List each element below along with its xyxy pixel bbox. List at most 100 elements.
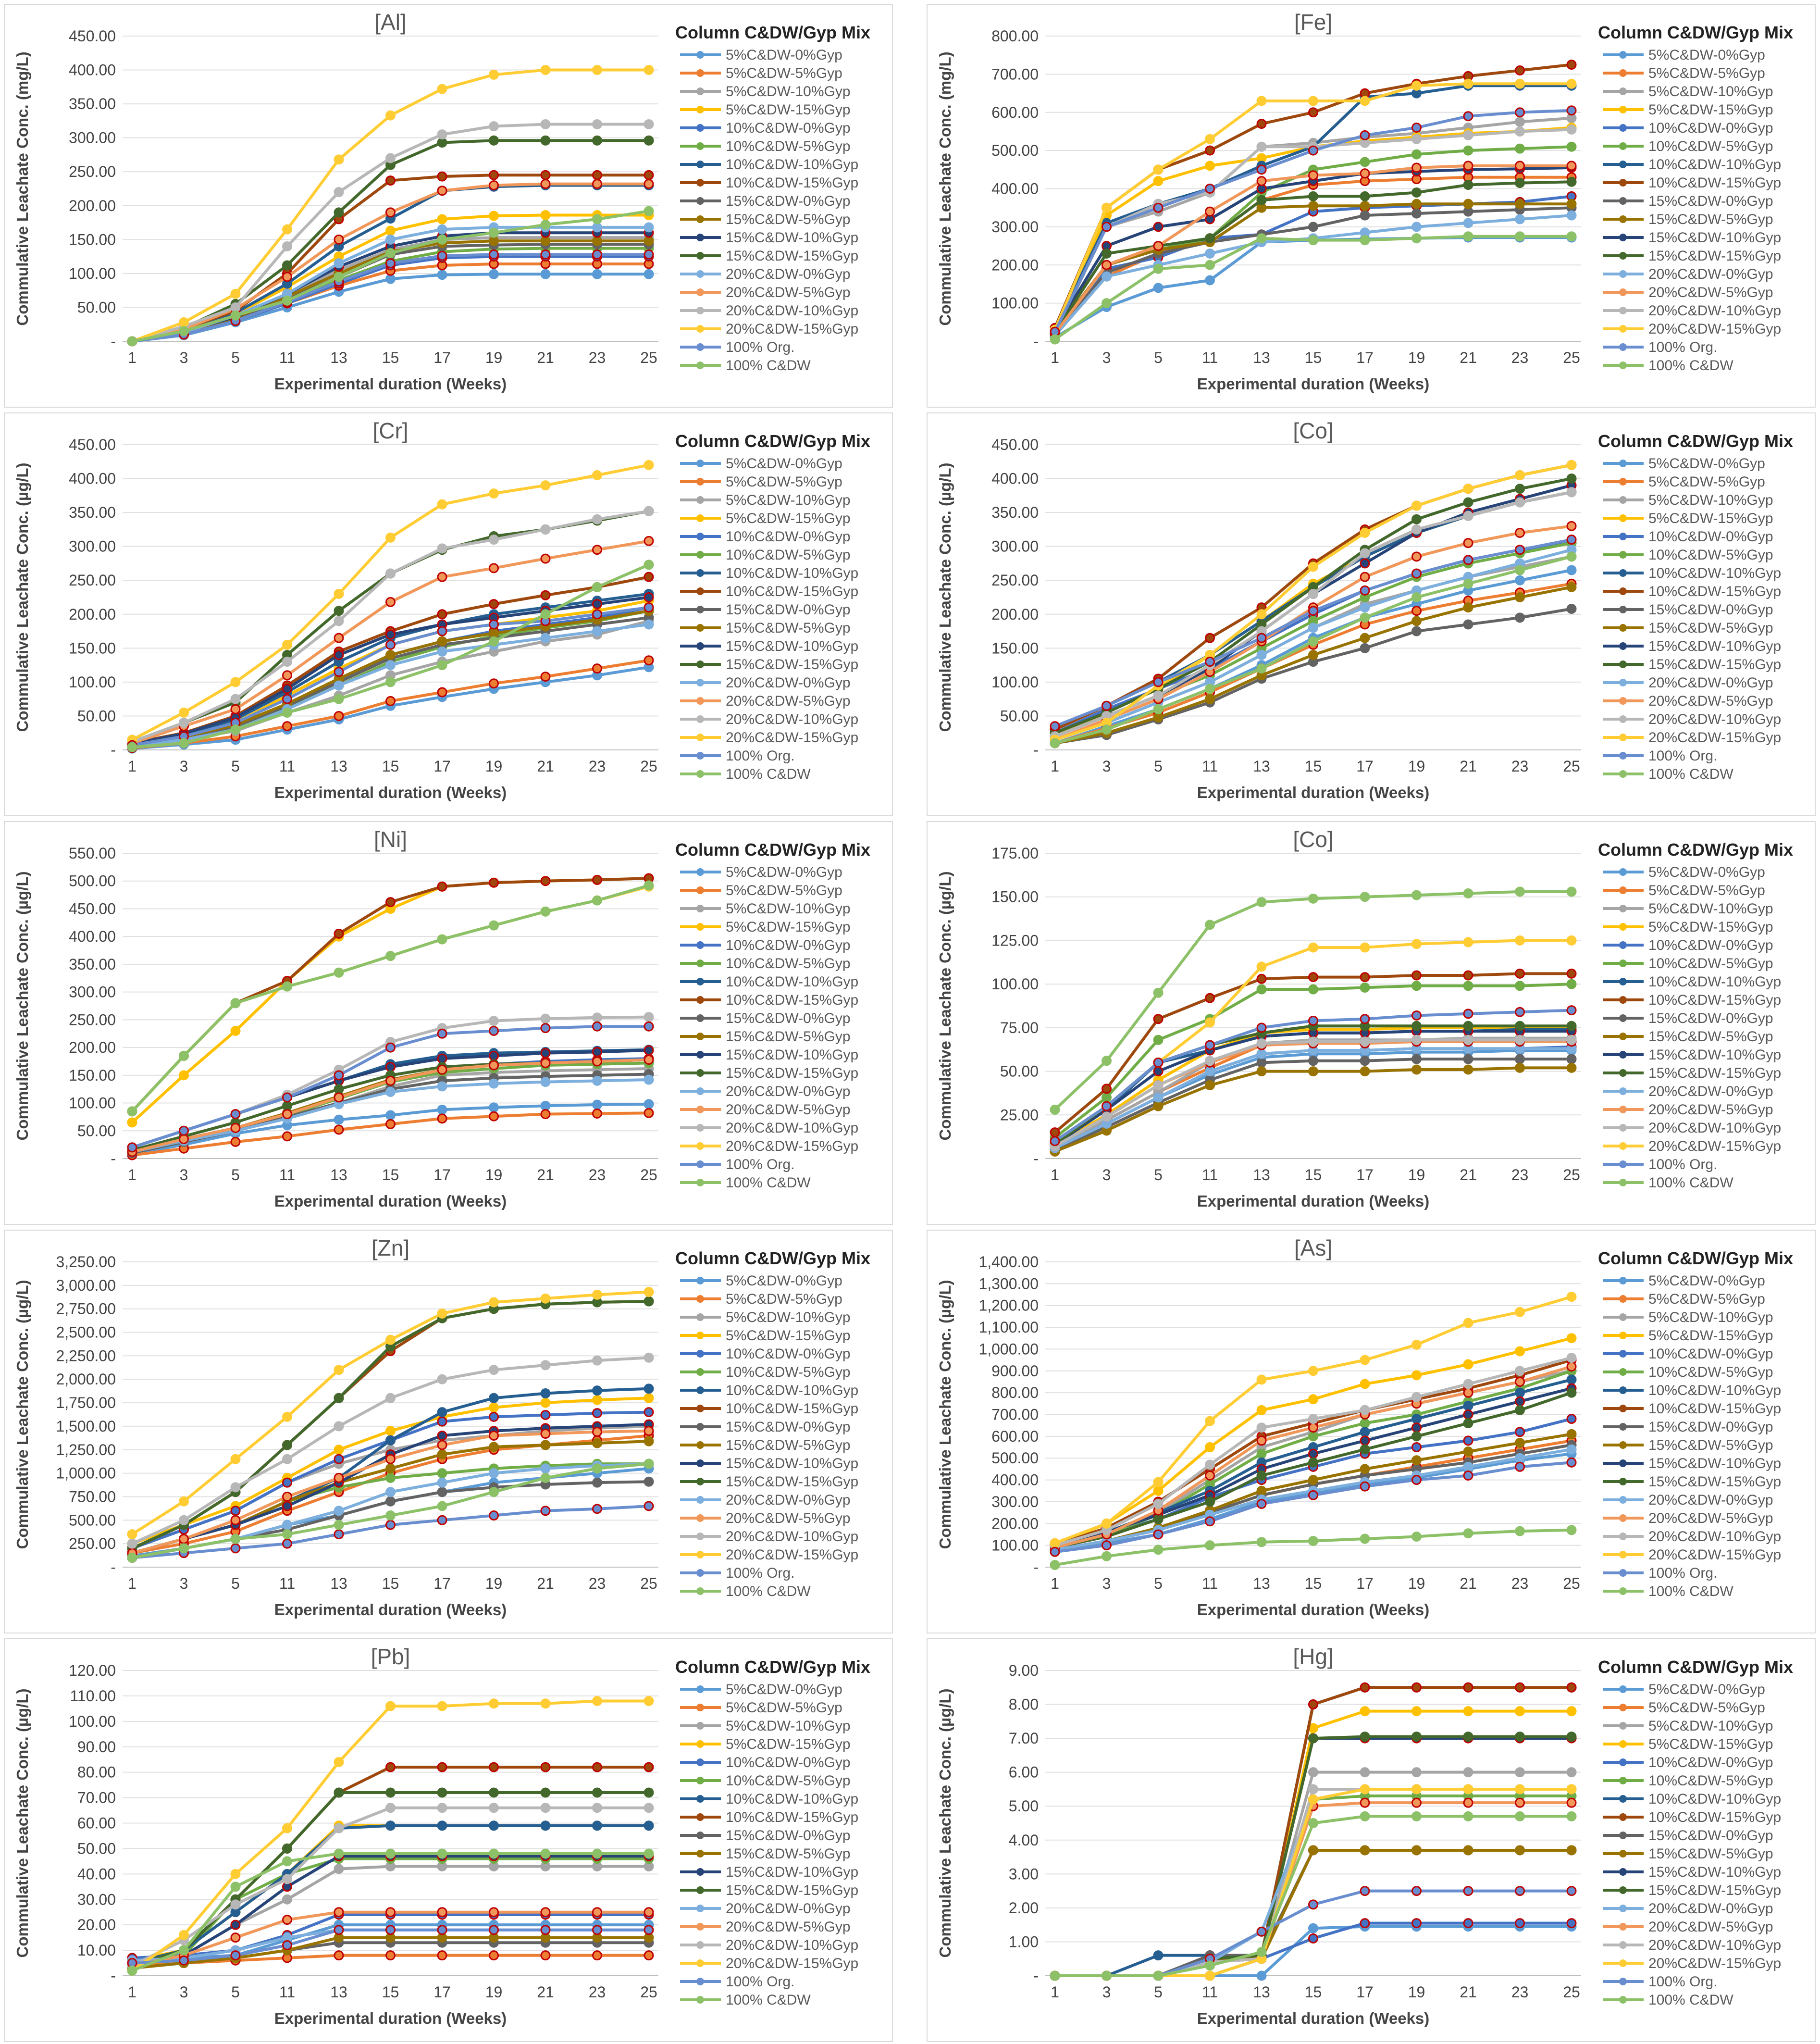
data-point — [334, 1092, 344, 1103]
x-tick-label: 25 — [640, 758, 657, 775]
data-point — [334, 1114, 344, 1125]
data-point — [644, 222, 654, 233]
legend-marker — [696, 1087, 704, 1095]
data-point — [1463, 1064, 1473, 1075]
x-tick-label: 17 — [433, 1575, 451, 1592]
data-point — [1308, 1784, 1318, 1795]
x-tick-label: 5 — [1154, 1575, 1163, 1592]
y-axis-label: Commulative Leachate Conc. (µg/L) — [13, 872, 31, 1141]
data-point — [230, 1482, 241, 1493]
data-point — [127, 1538, 137, 1549]
data-point — [230, 1950, 241, 1961]
y-tick-label: 7.00 — [1009, 1730, 1039, 1747]
x-tick-label: 3 — [1102, 349, 1111, 366]
legend-entry: 20%C&DW-0%Gyp — [726, 1084, 851, 1099]
y-tick-label: 150.00 — [69, 639, 116, 657]
data-point — [385, 274, 396, 284]
legend-marker — [696, 1160, 704, 1168]
data-point — [437, 626, 447, 636]
legend-entry: 15%C&DW-0%Gyp — [1648, 1828, 1773, 1844]
data-point — [1411, 233, 1422, 244]
data-point — [489, 227, 499, 238]
data-point — [1411, 80, 1422, 91]
data-point — [1411, 1010, 1422, 1021]
legend-entry: 20%C&DW-0%Gyp — [1648, 1084, 1773, 1099]
legend-entry: 20%C&DW-5%Gyp — [1648, 1919, 1773, 1935]
legend-marker — [1619, 307, 1627, 314]
data-point — [489, 170, 499, 180]
legend-marker — [1619, 752, 1627, 760]
legend-marker — [696, 1459, 704, 1467]
data-point — [644, 1383, 654, 1394]
data-point — [540, 210, 551, 221]
data-point — [1566, 521, 1577, 531]
data-point — [334, 1506, 344, 1516]
data-point — [1411, 514, 1422, 524]
legend-marker — [1619, 1514, 1627, 1522]
data-point — [1463, 1054, 1473, 1064]
data-point — [1515, 565, 1525, 575]
legend-entry: 15%C&DW-10%Gyp — [726, 1456, 858, 1471]
data-point — [489, 1848, 499, 1859]
data-point — [489, 1078, 499, 1089]
data-point — [1205, 1017, 1215, 1028]
series-line — [1053, 1848, 1573, 1977]
legend-entry: 20%C&DW-0%Gyp — [726, 1492, 851, 1508]
data-point — [230, 1506, 241, 1516]
legend-marker — [696, 325, 704, 333]
legend-entry: 100% C&DW — [1648, 766, 1733, 782]
data-point — [1102, 1092, 1112, 1103]
data-point — [1463, 511, 1473, 521]
data-point — [230, 694, 241, 704]
data-point — [644, 619, 654, 630]
legend-entry: 100% Org. — [1648, 1157, 1717, 1172]
data-point — [1153, 1477, 1164, 1487]
y-tick-label: 1,100.00 — [978, 1319, 1039, 1336]
data-point — [1256, 233, 1267, 244]
legend-marker — [1619, 1142, 1627, 1150]
legend-entry: 15%C&DW-15%Gyp — [726, 1065, 858, 1081]
data-point — [540, 1013, 551, 1024]
legend-title: Column C&DW/Gyp Mix — [1598, 1657, 1793, 1677]
legend-entry: 10%C&DW-15%Gyp — [726, 1401, 858, 1417]
data-point — [489, 599, 499, 610]
data-point — [540, 1820, 551, 1831]
data-point — [489, 1365, 499, 1375]
data-point — [644, 170, 654, 180]
data-point — [1463, 130, 1473, 140]
y-tick-label: 450.00 — [69, 27, 116, 45]
legend-entry: 20%C&DW-10%Gyp — [1648, 1529, 1781, 1545]
legend-entry: 5%C&DW-0%Gyp — [726, 47, 842, 63]
x-tick-label: 25 — [1563, 349, 1580, 366]
data-point — [644, 249, 654, 260]
x-tick-label: 17 — [433, 349, 451, 366]
x-tick-label: 5 — [231, 349, 240, 366]
x-tick-label: 11 — [279, 1575, 295, 1592]
x-tick-label: 13 — [330, 1575, 347, 1592]
data-point — [385, 1463, 396, 1474]
legend-entry: 100% C&DW — [726, 1992, 811, 2008]
data-point — [385, 629, 396, 640]
legend-entry: 10%C&DW-15%Gyp — [1648, 1401, 1781, 1417]
data-point — [334, 1907, 344, 1918]
data-point — [1411, 1811, 1422, 1821]
data-point — [1515, 161, 1525, 171]
data-point — [230, 1109, 241, 1120]
data-point — [592, 514, 602, 524]
data-point — [1256, 973, 1267, 984]
data-point — [1153, 987, 1164, 998]
x-tick-label: 11 — [1202, 758, 1218, 775]
legend-marker — [1619, 361, 1627, 369]
y-tick-label: 2,250.00 — [56, 1347, 116, 1364]
data-point — [1102, 298, 1112, 309]
y-tick-label: 1,400.00 — [978, 1253, 1039, 1271]
legend-marker — [696, 1978, 704, 1985]
legend-marker — [1619, 1459, 1627, 1467]
data-point — [1515, 1453, 1525, 1463]
legend-entry: 10%C&DW-0%Gyp — [1648, 937, 1773, 953]
data-point — [1205, 1540, 1215, 1551]
data-point — [540, 1058, 551, 1068]
legend-entry: 5%C&DW-15%Gyp — [1648, 102, 1773, 118]
legend-entry: 5%C&DW-10%Gyp — [1648, 1309, 1773, 1325]
x-tick-label: 23 — [589, 758, 606, 775]
